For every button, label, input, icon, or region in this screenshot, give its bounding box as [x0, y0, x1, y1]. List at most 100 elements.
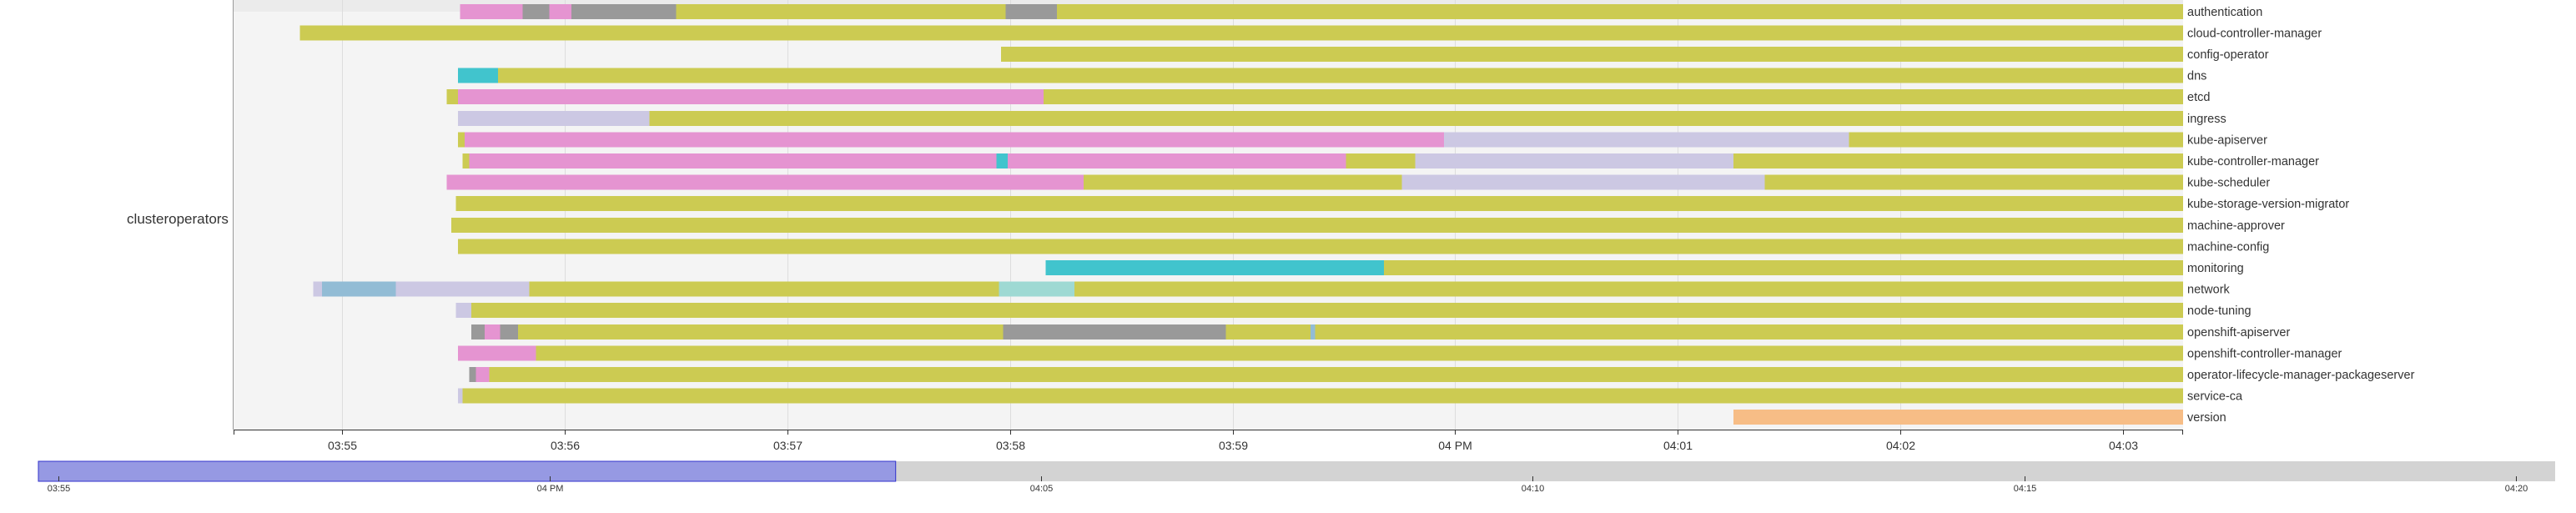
status-segment[interactable]: openshift-apiserver	[1311, 324, 1316, 339]
row-kube-apiserver: kube-apiserverkube-apiserverkube-apiserv…	[458, 132, 2183, 148]
status-segment[interactable]: config-operator	[1001, 47, 2183, 62]
status-segment[interactable]: version	[1733, 410, 2183, 425]
status-segment[interactable]: machine-approver	[451, 217, 2183, 233]
status-segment[interactable]: network	[395, 281, 530, 297]
row-authentication: authenticationauthenticationauthenticati…	[460, 3, 2183, 19]
status-segment[interactable]: kube-controller-manager	[1008, 153, 1346, 168]
status-segment[interactable]: authentication	[676, 3, 1006, 19]
status-segment[interactable]: openshift-apiserver	[471, 324, 485, 339]
brush-selection[interactable]	[38, 460, 897, 482]
status-segment[interactable]: ingress	[458, 110, 650, 126]
status-segment[interactable]: authentication	[460, 3, 523, 19]
status-segment[interactable]: dns	[498, 68, 2183, 83]
brush-tick-label: 04:20	[2505, 484, 2528, 494]
row-monitoring: monitoringmonitoring	[1045, 260, 2183, 275]
status-segment[interactable]: network	[1074, 281, 2183, 297]
status-segment[interactable]: ingress	[649, 110, 2184, 126]
status-segment[interactable]: kube-storage-version-migrator	[455, 196, 2183, 212]
status-segment[interactable]: authentication	[571, 3, 677, 19]
status-segment[interactable]: openshift-controller-manager	[458, 345, 536, 361]
row-label-monitoring: monitoring	[2187, 262, 2244, 275]
row-label-kube-apiserver: kube-apiserver	[2187, 133, 2267, 147]
status-segment[interactable]: machine-config	[458, 239, 2183, 254]
status-segment[interactable]: authentication	[522, 3, 550, 19]
brush-tick-label: 04 PM	[537, 484, 564, 494]
status-segment[interactable]: monitoring	[1384, 260, 2183, 275]
row-label-ingress: ingress	[2187, 113, 2226, 126]
row-label-kube-scheduler: kube-scheduler	[2187, 177, 2270, 190]
status-segment[interactable]: kube-controller-manager	[1733, 153, 2183, 168]
row-operator-lifecycle-manager-packageserver: operator-lifecycle-manager-packageserver…	[469, 367, 2183, 382]
axis-tick-label: 04:02	[1886, 439, 1915, 452]
row-label-openshift-apiserver: openshift-apiserver	[2187, 326, 2290, 339]
row-label-authentication: authentication	[2187, 6, 2262, 19]
status-segment[interactable]: monitoring	[1045, 260, 1384, 275]
operator-status-bars[interactable]: authenticationauthenticationauthenticati…	[299, 3, 2184, 425]
status-segment[interactable]: network	[529, 281, 999, 297]
row-machine-config: machine-config	[458, 239, 2183, 254]
status-segment[interactable]: etcd	[1043, 89, 2183, 105]
status-segment[interactable]: operator-lifecycle-manager-packageserver	[475, 367, 490, 382]
status-segment[interactable]: node-tuning	[471, 303, 2183, 319]
status-segment[interactable]: service-ca	[458, 388, 463, 404]
brush-tick-label: 04:05	[1030, 484, 1054, 494]
status-segment[interactable]: etcd	[446, 89, 458, 105]
status-segment[interactable]: operator-lifecycle-manager-packageserver	[489, 367, 2183, 382]
row-label-cloud-controller-manager: cloud-controller-manager	[2187, 27, 2322, 40]
row-label-service-ca: service-ca	[2187, 390, 2243, 404]
lane-fill	[234, 0, 2183, 430]
axis-tick-label: 04:03	[2109, 439, 2138, 452]
status-segment[interactable]: openshift-apiserver	[1315, 324, 2183, 339]
status-segment[interactable]: kube-scheduler	[1764, 174, 2183, 190]
row-kube-scheduler: kube-schedulerkube-schedulerkube-schedul…	[446, 174, 2183, 190]
axis-tick-label: 03:59	[1219, 439, 1248, 452]
status-segment[interactable]: openshift-controller-manager	[536, 345, 2183, 361]
axis-tick-label: 03:56	[551, 439, 580, 452]
row-label-network: network	[2187, 284, 2231, 297]
status-segment[interactable]: kube-scheduler	[1401, 174, 1765, 190]
row-kube-storage-version-migrator: kube-storage-version-migrator	[455, 196, 2183, 212]
status-segment[interactable]: dns	[458, 68, 498, 83]
status-segment[interactable]: openshift-apiserver	[1003, 324, 1226, 339]
row-service-ca: service-caservice-ca	[458, 388, 2183, 404]
timeline-brush[interactable]: 03:55 04 PM 04:05 04:10 04:15 04:20	[38, 460, 2555, 494]
row-dns: dnsdns	[458, 68, 2183, 83]
status-segment[interactable]: kube-apiserver	[1444, 132, 1849, 148]
status-segment[interactable]: kube-apiserver	[458, 132, 465, 148]
status-segment[interactable]: cloud-controller-manager	[299, 25, 2184, 41]
status-segment[interactable]: openshift-apiserver	[518, 324, 1004, 339]
time-axis: 03:55 03:56 03:57 03:58 03:59 04 PM 04:01 04:02…	[234, 430, 2183, 452]
status-segment[interactable]: openshift-apiserver	[485, 324, 501, 339]
row-label-node-tuning: node-tuning	[2187, 304, 2251, 318]
status-segment[interactable]: kube-scheduler	[1083, 174, 1402, 190]
status-segment[interactable]: openshift-apiserver	[1225, 324, 1311, 339]
status-segment[interactable]: kube-controller-manager	[996, 153, 1008, 168]
row-label-operator-lifecycle-manager-packageserver: operator-lifecycle-manager-packageserver	[2187, 369, 2415, 382]
status-segment[interactable]: kube-controller-manager	[469, 153, 997, 168]
status-segment[interactable]: network	[313, 281, 323, 297]
status-segment[interactable]: openshift-apiserver	[500, 324, 518, 339]
status-segment[interactable]: etcd	[458, 89, 1044, 105]
row-label-version: version	[2187, 411, 2226, 425]
status-segment[interactable]: network	[999, 281, 1075, 297]
status-segment[interactable]: network	[322, 281, 396, 297]
group-label: clusteroperators	[127, 211, 229, 227]
brush-tick-label: 04:15	[2014, 484, 2037, 494]
status-segment[interactable]: kube-controller-manager	[462, 153, 470, 168]
status-segment[interactable]: service-ca	[462, 388, 2183, 404]
status-segment[interactable]: authentication	[1005, 3, 1057, 19]
row-node-tuning: node-tuningnode-tuning	[455, 303, 2183, 319]
row-machine-approver: machine-approver	[451, 217, 2183, 233]
status-segment[interactable]: node-tuning	[455, 303, 471, 319]
status-segment[interactable]: kube-controller-manager	[1415, 153, 1733, 168]
status-segment[interactable]: authentication	[549, 3, 572, 19]
status-segment[interactable]: operator-lifecycle-manager-packageserver	[469, 367, 476, 382]
status-segment[interactable]: kube-controller-manager	[1346, 153, 1416, 168]
row-network: networknetworknetworknetworknetworknetwo…	[313, 281, 2183, 297]
status-segment[interactable]: kube-apiserver	[465, 132, 1445, 148]
status-segment[interactable]: kube-apiserver	[1849, 132, 2183, 148]
status-segment[interactable]: kube-scheduler	[446, 174, 1084, 190]
row-label-openshift-controller-manager: openshift-controller-manager	[2187, 347, 2342, 360]
status-segment[interactable]: authentication	[1056, 3, 2183, 19]
row-config-operator: config-operator	[1001, 47, 2183, 62]
